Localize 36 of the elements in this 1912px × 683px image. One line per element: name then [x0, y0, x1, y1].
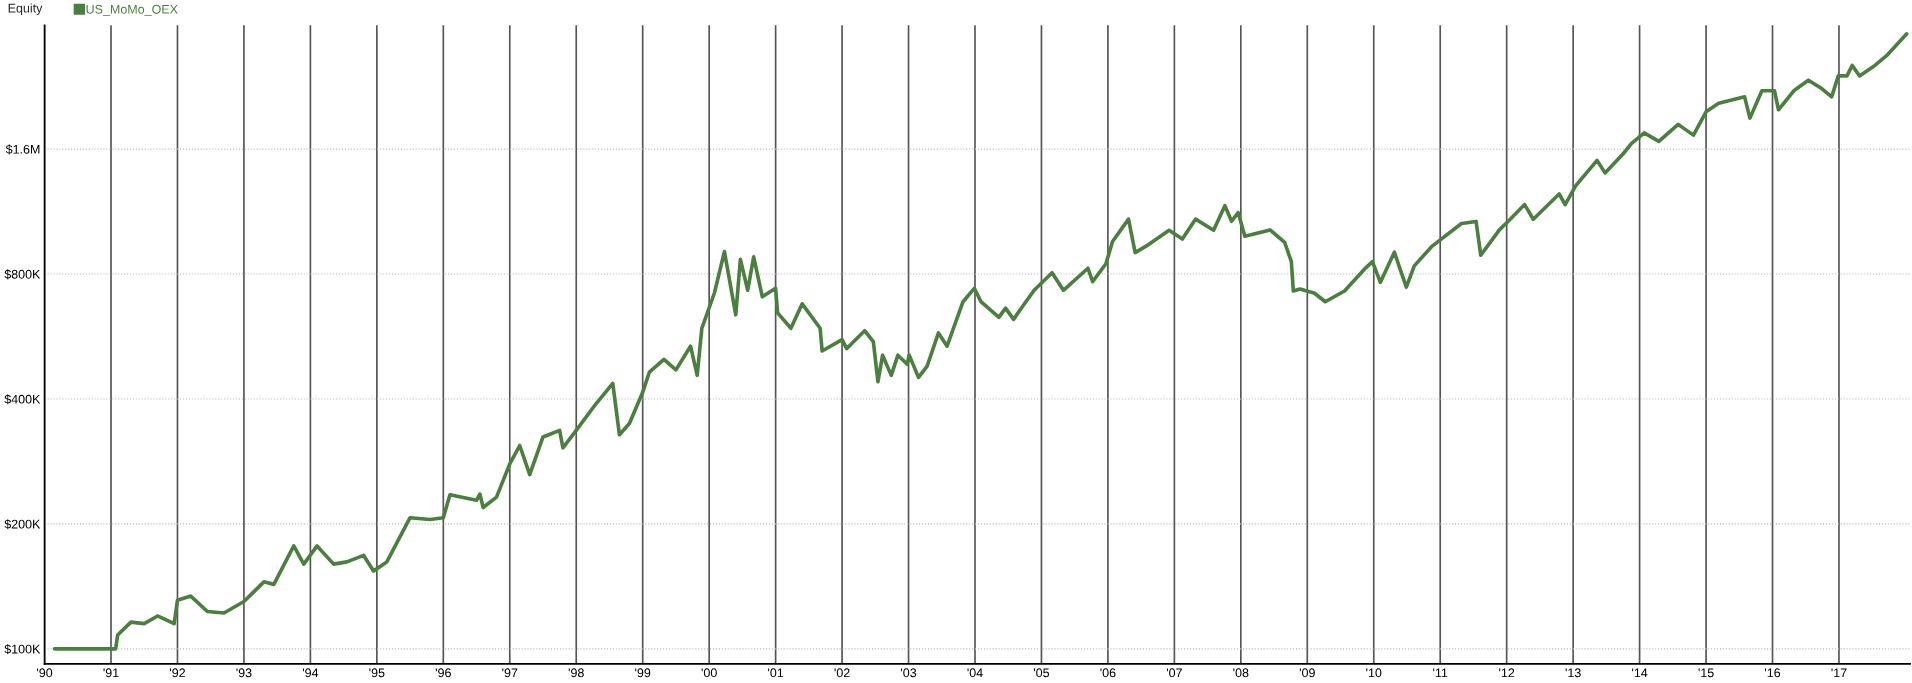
y-tick-label: $100K — [4, 644, 41, 655]
y-tick-label: $800K — [4, 269, 41, 280]
x-tick-label: '03 — [901, 668, 917, 678]
x-tick-label: '07 — [1166, 668, 1182, 678]
x-tick-label: '01 — [768, 668, 784, 678]
x-tick-label: '00 — [701, 668, 717, 678]
x-tick-label: '96 — [435, 668, 451, 678]
x-tick-label: '17 — [1831, 668, 1847, 678]
x-tick-label: '91 — [103, 668, 119, 678]
y-tick-label: $400K — [4, 394, 41, 405]
x-tick-label: '94 — [302, 668, 319, 678]
x-tick-label: '16 — [1765, 668, 1781, 678]
y-tick-label: $200K — [4, 519, 41, 530]
x-tick-label: '95 — [369, 668, 385, 678]
x-tick-label: '09 — [1299, 668, 1315, 678]
x-tick-label: '02 — [834, 668, 850, 678]
x-tick-label: '14 — [1632, 668, 1648, 678]
x-tick-label: '04 — [967, 668, 983, 678]
x-tick-label: '93 — [236, 668, 252, 678]
x-tick-label: '13 — [1565, 668, 1581, 678]
x-tick-label: '98 — [568, 668, 584, 678]
x-tick-label: '99 — [635, 668, 651, 678]
x-tick-label: '97 — [502, 668, 518, 678]
x-tick-label: '10 — [1366, 668, 1382, 678]
x-tick-label: '06 — [1100, 668, 1116, 678]
x-tick-label: '05 — [1033, 668, 1050, 678]
y-tick-label: $1.6M — [5, 144, 40, 155]
x-tick-label: '15 — [1698, 668, 1714, 678]
chart-title: Equity — [8, 3, 43, 16]
x-tick-label: '92 — [169, 668, 185, 678]
x-tick-label: '08 — [1233, 668, 1249, 678]
legend-label: US_MoMo_OEX — [86, 4, 178, 17]
x-tick-label: '11 — [1433, 668, 1448, 678]
x-tick-label: '12 — [1499, 668, 1515, 678]
line-series — [52, 31, 1909, 651]
x-tick-label: '90 — [37, 668, 53, 678]
